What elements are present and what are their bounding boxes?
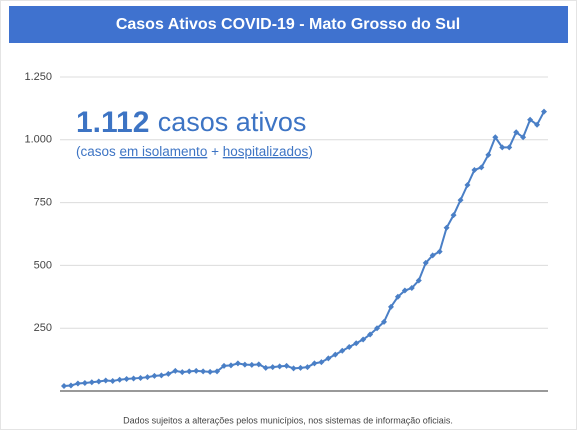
point xyxy=(325,355,332,362)
point xyxy=(534,121,541,128)
point xyxy=(290,365,297,372)
point xyxy=(283,362,290,369)
point xyxy=(311,360,318,367)
point xyxy=(207,368,214,375)
point xyxy=(541,108,547,115)
point xyxy=(450,212,457,219)
point xyxy=(262,364,269,371)
point xyxy=(214,368,221,375)
point xyxy=(401,287,408,294)
point xyxy=(151,372,158,379)
y-tick-label: 1.000 xyxy=(24,134,52,146)
y-tick-label: 1.250 xyxy=(24,71,52,83)
y-tick-label: 500 xyxy=(34,259,52,271)
point xyxy=(186,368,193,375)
point xyxy=(81,379,88,386)
subtitle-part: hospitalizados xyxy=(223,144,309,159)
point xyxy=(255,361,262,368)
point xyxy=(116,376,123,383)
point xyxy=(165,370,172,377)
point xyxy=(193,367,200,374)
point xyxy=(381,318,387,325)
point xyxy=(102,377,109,384)
subtitle-part: + xyxy=(211,144,219,159)
point xyxy=(429,252,436,259)
point xyxy=(471,166,478,173)
point xyxy=(95,378,102,385)
point xyxy=(123,375,130,382)
point xyxy=(172,367,179,374)
point xyxy=(88,379,95,386)
point xyxy=(221,362,227,369)
point xyxy=(499,144,506,151)
point xyxy=(200,368,207,375)
title-banner xyxy=(9,6,568,43)
chart-title: Casos Ativos COVID-19 - Mato Grosso do S… xyxy=(116,16,460,33)
point xyxy=(485,151,492,158)
point xyxy=(158,372,165,379)
point xyxy=(353,340,360,347)
point xyxy=(74,380,81,387)
point xyxy=(241,361,248,368)
subtitle-part: (casos xyxy=(76,144,116,159)
point xyxy=(415,277,422,284)
point xyxy=(276,363,283,370)
annotation-text: casos ativos xyxy=(158,107,307,137)
point xyxy=(506,144,513,151)
point xyxy=(374,325,381,332)
subtitle-part: ) xyxy=(308,144,313,159)
point xyxy=(513,129,520,136)
annotation-subtitle: (casos em isolamento + hospitalizados) xyxy=(76,144,313,159)
footnote: Dados sujeitos a alterações pelos municí… xyxy=(123,415,453,425)
point xyxy=(360,336,367,343)
point xyxy=(137,374,144,381)
point xyxy=(248,361,255,368)
point xyxy=(394,293,401,300)
point xyxy=(227,362,234,369)
point xyxy=(339,347,346,354)
point xyxy=(130,375,137,382)
point xyxy=(464,182,471,189)
point xyxy=(234,360,241,367)
point xyxy=(443,224,450,231)
plot: 250 500 750 1.000 1.250 xyxy=(24,71,548,392)
point xyxy=(422,259,429,266)
annotation: 1.112 casos ativos xyxy=(76,106,306,139)
annotation-number: 1.112 xyxy=(76,106,149,139)
point xyxy=(478,164,485,171)
y-tick-label: 250 xyxy=(34,322,52,334)
point xyxy=(457,197,464,204)
point xyxy=(492,134,499,141)
point xyxy=(318,359,325,366)
point xyxy=(527,116,534,123)
y-tick-label: 750 xyxy=(34,197,52,209)
point xyxy=(61,382,67,389)
point xyxy=(304,364,311,371)
point xyxy=(269,364,276,371)
point xyxy=(67,382,74,389)
point xyxy=(408,285,415,292)
point xyxy=(520,134,527,141)
point xyxy=(109,377,116,384)
point xyxy=(367,331,374,338)
point xyxy=(387,303,394,310)
point xyxy=(297,364,304,371)
series-line xyxy=(63,111,545,387)
subtitle-part: em isolamento xyxy=(120,144,208,159)
point xyxy=(346,344,353,351)
point xyxy=(144,374,151,381)
point xyxy=(332,351,339,358)
point xyxy=(436,248,443,255)
point xyxy=(179,369,186,376)
